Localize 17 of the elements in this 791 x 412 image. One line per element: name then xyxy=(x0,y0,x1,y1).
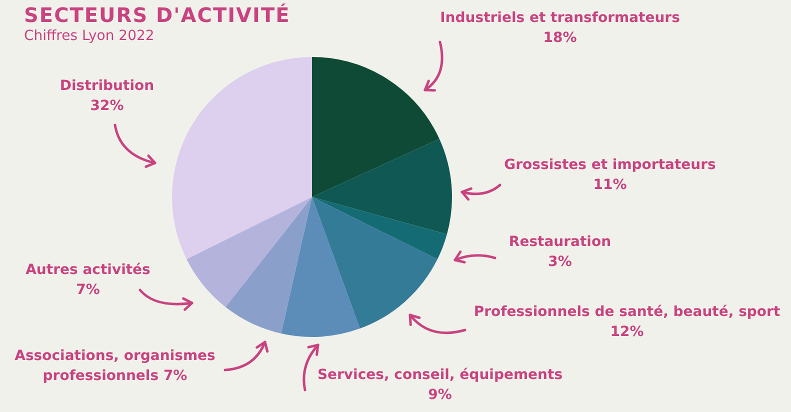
slice-label: Professionnels de santé, beauté, sport xyxy=(474,303,780,322)
data-label: 32% xyxy=(89,97,125,116)
text: Chiffres Lyon 2022 xyxy=(24,28,154,44)
slice-label: Distribution xyxy=(60,77,154,96)
data-label: 11% xyxy=(592,176,628,195)
slice-label: Autres activités xyxy=(26,261,150,280)
data-label: 18% xyxy=(542,29,578,48)
data-label: 12% xyxy=(609,323,645,342)
data-label: 7% xyxy=(163,368,188,384)
slice-label: Industriels et transformateurs xyxy=(440,9,680,28)
slice-label: Restauration xyxy=(508,233,612,252)
data-label: 7% xyxy=(75,281,101,300)
data-label: 3% xyxy=(547,253,573,272)
slice-label: Grossistes et importateurs xyxy=(504,156,716,175)
data-label: 9% xyxy=(427,386,453,405)
chart-title: SECTEURS D'ACTIVITÉ xyxy=(24,2,290,28)
slice-label: Services, conseil, équipements xyxy=(317,366,563,385)
